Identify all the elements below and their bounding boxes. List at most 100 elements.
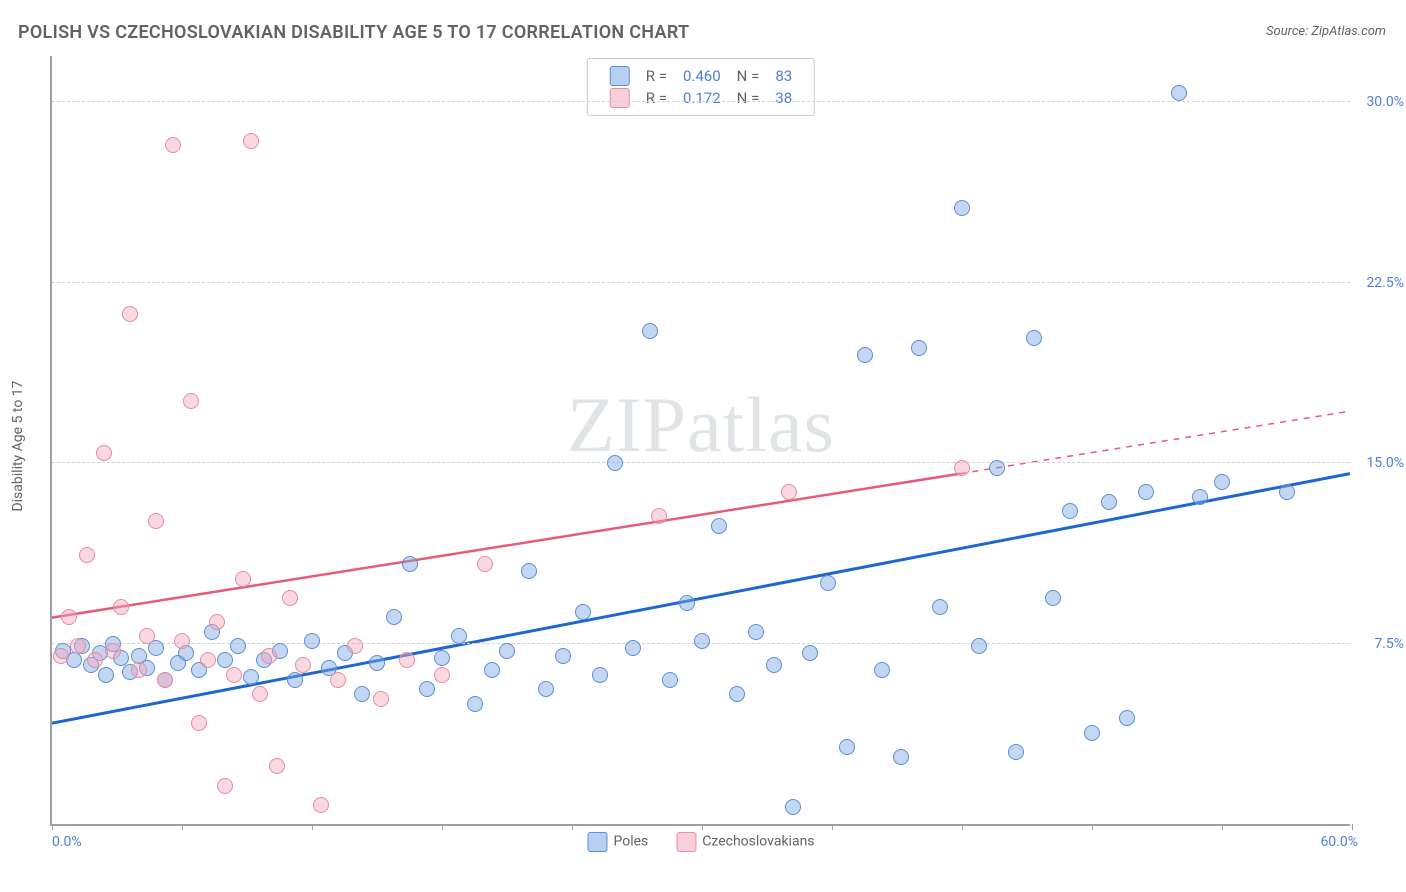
data-point [954, 200, 970, 216]
trend-line [52, 474, 961, 618]
data-point [148, 513, 164, 529]
data-point [96, 445, 112, 461]
data-point [651, 508, 667, 524]
x-tick-mark [182, 824, 183, 830]
data-point [402, 556, 418, 572]
legend-swatch [610, 88, 630, 108]
data-point [1062, 503, 1078, 519]
data-point [662, 672, 678, 688]
trend-line [52, 474, 1350, 724]
data-point [1045, 590, 1061, 606]
data-point [802, 645, 818, 661]
data-point [183, 393, 199, 409]
legend-r-label: R = [638, 87, 675, 109]
data-point [354, 686, 370, 702]
data-point [1279, 484, 1295, 500]
x-tick-mark [52, 824, 53, 830]
data-point [1171, 85, 1187, 101]
data-point [839, 739, 855, 755]
gridline-h [52, 462, 1350, 463]
data-point [313, 797, 329, 813]
data-point [243, 669, 259, 685]
data-point [386, 609, 402, 625]
data-point [287, 672, 303, 688]
data-point [679, 595, 695, 611]
data-point [711, 518, 727, 534]
data-point [191, 715, 207, 731]
x-tick-mark [442, 824, 443, 830]
data-point [399, 652, 415, 668]
data-point [1119, 710, 1135, 726]
data-point [1008, 744, 1024, 760]
legend-r-value: 0.172 [675, 87, 729, 109]
data-point [1138, 484, 1154, 500]
y-tick-label: 22.5% [1366, 275, 1404, 291]
data-point [820, 575, 836, 591]
data-point [434, 667, 450, 683]
legend-swatch [587, 832, 607, 852]
data-point [989, 460, 1005, 476]
data-point [113, 599, 129, 615]
data-point [521, 563, 537, 579]
trendlines-layer [52, 56, 1350, 824]
data-point [642, 323, 658, 339]
data-point [1026, 330, 1042, 346]
gridline-h [52, 101, 1350, 102]
data-point [766, 657, 782, 673]
data-point [1192, 489, 1208, 505]
data-point [165, 137, 181, 153]
legend-label: Poles [613, 834, 648, 850]
data-point [625, 640, 641, 656]
data-point [252, 686, 268, 702]
x-tick-label: 0.0% [52, 834, 82, 850]
data-point [243, 133, 259, 149]
data-point [304, 633, 320, 649]
data-point [477, 556, 493, 572]
plot-area: ZIPatlas R =0.460N =83R =0.172N =38 Pole… [50, 56, 1350, 826]
y-axis-label: Disability Age 5 to 17 [10, 380, 26, 511]
x-tick-mark [832, 824, 833, 830]
data-point [53, 648, 69, 664]
data-point [932, 599, 948, 615]
legend-series: PolesCzechoslovakians [587, 832, 814, 852]
data-point [174, 633, 190, 649]
data-point [282, 590, 298, 606]
data-point [857, 347, 873, 363]
data-point [157, 672, 173, 688]
data-point [1084, 725, 1100, 741]
data-point [261, 648, 277, 664]
data-point [70, 638, 86, 654]
data-point [434, 650, 450, 666]
data-point [592, 667, 608, 683]
data-point [694, 633, 710, 649]
data-point [419, 681, 435, 697]
data-point [295, 657, 311, 673]
legend-r-label: R = [638, 65, 675, 87]
data-point [347, 638, 363, 654]
x-tick-mark [1352, 824, 1353, 830]
legend-n-label: N = [729, 87, 768, 109]
source-attribution: Source: ZipAtlas.com [1266, 24, 1386, 39]
data-point [748, 624, 764, 640]
legend-stat-row: R =0.172N =38 [602, 87, 800, 109]
data-point [911, 340, 927, 356]
data-point [499, 643, 515, 659]
data-point [555, 648, 571, 664]
legend-n-value: 38 [767, 87, 800, 109]
legend-item: Poles [587, 832, 648, 852]
data-point [1101, 494, 1117, 510]
x-tick-mark [702, 824, 703, 830]
data-point [729, 686, 745, 702]
data-point [874, 662, 890, 678]
gridline-h [52, 282, 1350, 283]
x-tick-mark [312, 824, 313, 830]
data-point [373, 691, 389, 707]
data-point [79, 547, 95, 563]
legend-swatch [610, 66, 630, 86]
data-point [200, 652, 216, 668]
x-tick-mark [572, 824, 573, 830]
legend-stats: R =0.460N =83R =0.172N =38 [587, 58, 815, 116]
data-point [269, 758, 285, 774]
data-point [330, 672, 346, 688]
data-point [1214, 474, 1230, 490]
